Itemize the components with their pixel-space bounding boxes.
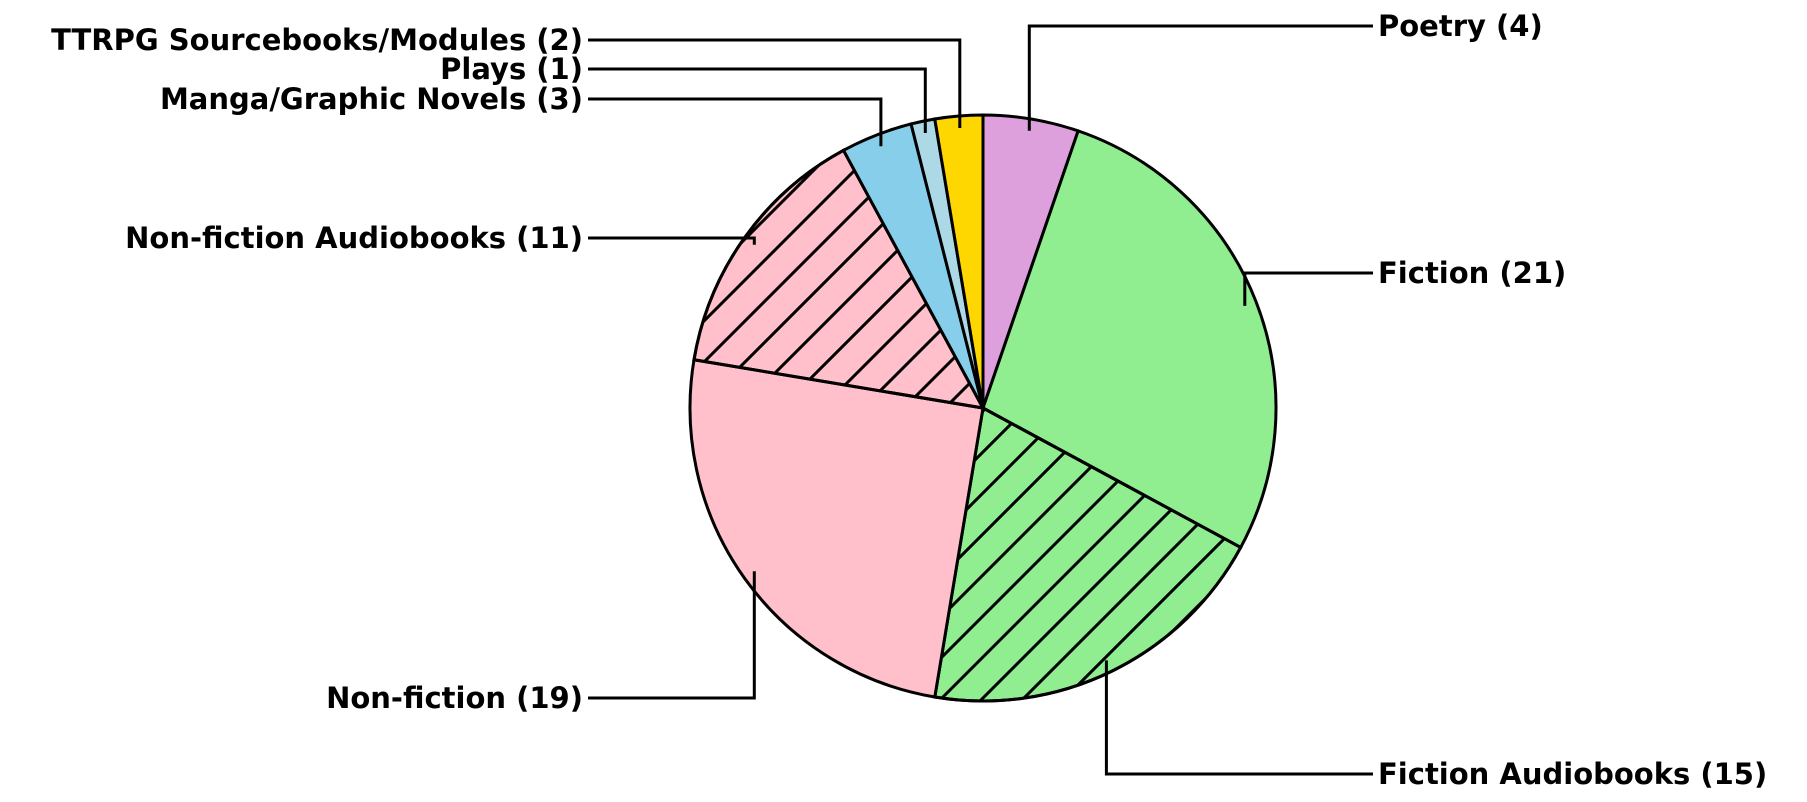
leader-line-non-fiction-audiobooks bbox=[588, 236, 756, 245]
slice-label-non-fiction: Non-fiction (19) bbox=[326, 681, 583, 715]
slice-label-fiction: Fiction (21) bbox=[1378, 256, 1566, 290]
leader-line-plays bbox=[588, 67, 927, 133]
leader-line-fiction bbox=[1243, 271, 1373, 306]
leader-lines bbox=[588, 24, 1373, 776]
pie-wedges bbox=[688, 113, 1278, 703]
slice-labels: Poetry (4) Fiction (21) Fiction Audiobooks… bbox=[51, 9, 1767, 791]
slice-non-fiction bbox=[688, 358, 985, 699]
slice-label-non-fiction-audiobooks: Non-fiction Audiobooks (11) bbox=[125, 221, 583, 255]
slice-label-plays: Plays (1) bbox=[440, 52, 583, 86]
leader-line-manga-graphic-novels bbox=[588, 97, 883, 147]
leader-line-ttrpg-sourcebooks-modules bbox=[588, 38, 962, 128]
leader-line-poetry bbox=[1027, 24, 1373, 131]
slice-label-ttrpg-sourcebooks-modules: TTRPG Sourcebooks/Modules (2) bbox=[51, 23, 583, 57]
slice-hatch-fiction-audiobooks bbox=[933, 405, 1243, 703]
slice-label-manga-graphic-novels: Manga/Graphic Novels (3) bbox=[160, 82, 583, 116]
slice-label-fiction-audiobooks: Fiction Audiobooks (15) bbox=[1378, 757, 1767, 791]
slice-fiction bbox=[981, 128, 1278, 550]
leader-line-fiction-audiobooks bbox=[1104, 660, 1373, 776]
leader-line-non-fiction bbox=[588, 571, 756, 700]
slice-label-poetry: Poetry (4) bbox=[1378, 9, 1543, 43]
